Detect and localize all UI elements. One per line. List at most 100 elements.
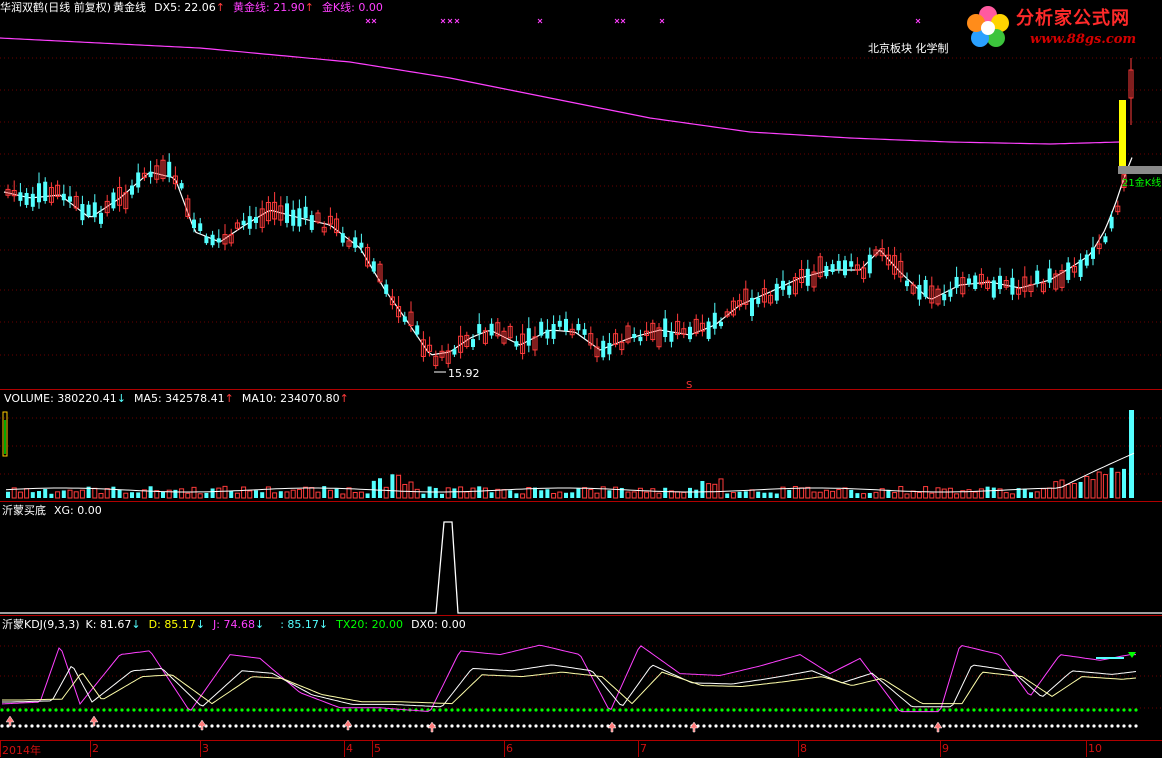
volume-bar xyxy=(582,487,588,499)
candle-body xyxy=(482,330,488,344)
tx20-dot xyxy=(540,708,544,712)
dx0-dot xyxy=(768,724,772,728)
tx20-dot xyxy=(564,708,568,712)
volume-bar xyxy=(978,488,984,499)
dx0-dot xyxy=(546,724,550,728)
tx20-dot xyxy=(174,708,178,712)
candle-body xyxy=(799,269,805,283)
dx0-dot xyxy=(312,724,316,728)
volume-bar xyxy=(855,493,860,498)
dx0-dot xyxy=(828,724,832,728)
candle-body xyxy=(892,255,898,275)
tx20-dot xyxy=(594,708,598,712)
tx20-dot xyxy=(624,708,628,712)
candle-body xyxy=(978,273,984,285)
volume-bar xyxy=(947,487,953,499)
candle-body xyxy=(885,254,891,266)
candle-body xyxy=(415,325,420,335)
panel-separator xyxy=(0,389,1162,390)
dx0-dot xyxy=(1026,724,1030,728)
candle-body xyxy=(656,327,662,348)
tx20-dot xyxy=(840,708,844,712)
volume-bar xyxy=(327,489,333,499)
volume-chart xyxy=(0,410,1162,499)
dx0-dot xyxy=(972,724,976,728)
volume-bar xyxy=(37,491,41,498)
candle-body xyxy=(719,321,723,327)
dx0-dot xyxy=(540,724,544,728)
candle-body xyxy=(545,329,550,339)
tx20-dot xyxy=(1026,708,1030,712)
tx20-dot xyxy=(906,708,910,712)
axis-tick-label: 2 xyxy=(92,742,99,755)
dx0-dot xyxy=(210,724,214,728)
volume-bar xyxy=(526,486,532,499)
tx20-dot xyxy=(156,708,160,712)
volume-bar xyxy=(1071,483,1077,499)
candle-body xyxy=(638,336,643,342)
candle-body xyxy=(743,288,749,305)
tx20-dot xyxy=(1134,708,1138,712)
volume-bar xyxy=(340,493,346,499)
cross-marker-icon xyxy=(659,18,665,24)
volume-bar xyxy=(1040,488,1046,499)
xg-indicator-name: 沂蒙买底 xyxy=(2,504,46,517)
tx20-dot xyxy=(90,708,94,712)
price-panel[interactable]: 华润双鹤(日线 前复权) 黄金线 DX5: 22.06↑ 黄金线: 21.90↑ 金K线… xyxy=(0,0,1162,390)
volume-bar xyxy=(625,491,631,499)
candle-body xyxy=(756,297,761,304)
candle-body xyxy=(929,285,935,304)
axis-tick-label: 6 xyxy=(506,742,513,755)
candle-body xyxy=(11,189,17,197)
tx20-dot xyxy=(792,708,796,712)
volume-bar xyxy=(600,486,606,499)
candle-body xyxy=(48,187,54,203)
tx20-dot xyxy=(330,708,334,712)
candle-body xyxy=(265,201,271,222)
volume-bar xyxy=(1115,471,1121,499)
candle-body xyxy=(471,339,475,348)
candle-body xyxy=(632,333,637,338)
dx0-dot xyxy=(1098,724,1102,728)
dx0-dot xyxy=(390,724,394,728)
candle-body xyxy=(514,341,519,347)
tx20-dot xyxy=(318,708,322,712)
tx20-dot xyxy=(474,708,478,712)
candle-body xyxy=(991,280,996,298)
xg-value: XG: 0.00 xyxy=(54,504,102,517)
volume-value: VOLUME: 380220.41 xyxy=(4,392,117,405)
volume-panel[interactable]: VOLUME: 380220.41↓ MA5: 342578.41↑ MA10: 2… xyxy=(0,390,1162,502)
buy-arrow-icon xyxy=(427,721,437,733)
volume-bar xyxy=(619,487,624,498)
kdj-k-line xyxy=(2,664,1137,708)
volume-bar xyxy=(477,486,482,498)
dx0-dot xyxy=(1050,724,1054,728)
tx20-dot xyxy=(456,708,460,712)
dx0-dot xyxy=(1056,724,1060,728)
kdj-chart xyxy=(0,644,1162,733)
volume-bar xyxy=(30,492,35,498)
candle-body xyxy=(557,320,562,327)
cross-marker-icon xyxy=(620,18,626,24)
candle-body xyxy=(644,330,650,336)
candle-body xyxy=(241,220,246,226)
kdj-panel[interactable]: 沂蒙KDJ(9,3,3) K: 81.67↓ D: 85.17↓ J: 74.68↓:… xyxy=(0,616,1162,740)
tx20-dot xyxy=(732,708,736,712)
volume-bar xyxy=(966,489,972,499)
volume-bar xyxy=(1096,471,1102,499)
dx0-dot xyxy=(252,724,256,728)
volume-bar xyxy=(631,491,637,499)
dx0-dot xyxy=(156,724,160,728)
volume-bar xyxy=(756,491,761,498)
tx20-dot xyxy=(546,708,550,712)
up-arrow-icon: ↑ xyxy=(304,1,314,14)
tx20-dot xyxy=(1110,708,1114,712)
candle-body xyxy=(569,328,575,336)
tx20-dot xyxy=(1122,708,1126,712)
candle-body xyxy=(1016,288,1022,295)
xg-signal-line xyxy=(0,521,1162,614)
dx0-dot xyxy=(864,724,868,728)
xg-panel[interactable]: 沂蒙买底 XG: 0.00 xyxy=(0,502,1162,616)
tx20-dot xyxy=(366,708,370,712)
tx20-dot xyxy=(534,708,538,712)
